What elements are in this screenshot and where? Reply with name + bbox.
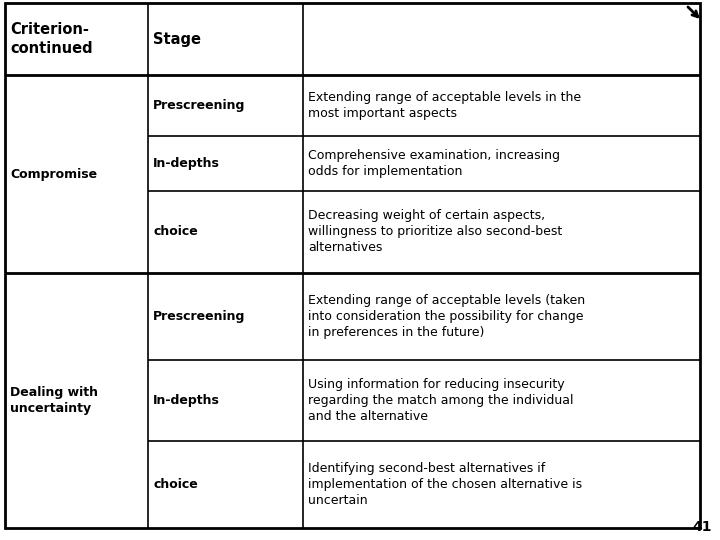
Text: Identifying second-best alternatives if
implementation of the chosen alternative: Identifying second-best alternatives if …	[308, 462, 582, 507]
Text: Decreasing weight of certain aspects,
willingness to prioritize also second-best: Decreasing weight of certain aspects, wi…	[308, 210, 562, 254]
Text: Extending range of acceptable levels in the
most important aspects: Extending range of acceptable levels in …	[308, 91, 581, 120]
Text: choice: choice	[153, 225, 198, 238]
Text: In-depths: In-depths	[153, 157, 220, 170]
Text: Dealing with
uncertainty: Dealing with uncertainty	[10, 386, 98, 415]
Text: Comprehensive examination, increasing
odds for implementation: Comprehensive examination, increasing od…	[308, 148, 560, 178]
Text: Prescreening: Prescreening	[153, 99, 246, 112]
Text: Prescreening: Prescreening	[153, 310, 246, 323]
Text: 41: 41	[693, 520, 712, 534]
Text: Extending range of acceptable levels (taken
into consideration the possibility f: Extending range of acceptable levels (ta…	[308, 294, 585, 339]
Text: Criterion-
continued: Criterion- continued	[10, 22, 93, 56]
Text: Stage: Stage	[153, 32, 201, 46]
Text: choice: choice	[153, 478, 198, 491]
Text: Compromise: Compromise	[10, 167, 97, 181]
Text: In-depths: In-depths	[153, 394, 220, 407]
Text: Using information for reducing insecurity
regarding the match among the individu: Using information for reducing insecurit…	[308, 378, 574, 423]
